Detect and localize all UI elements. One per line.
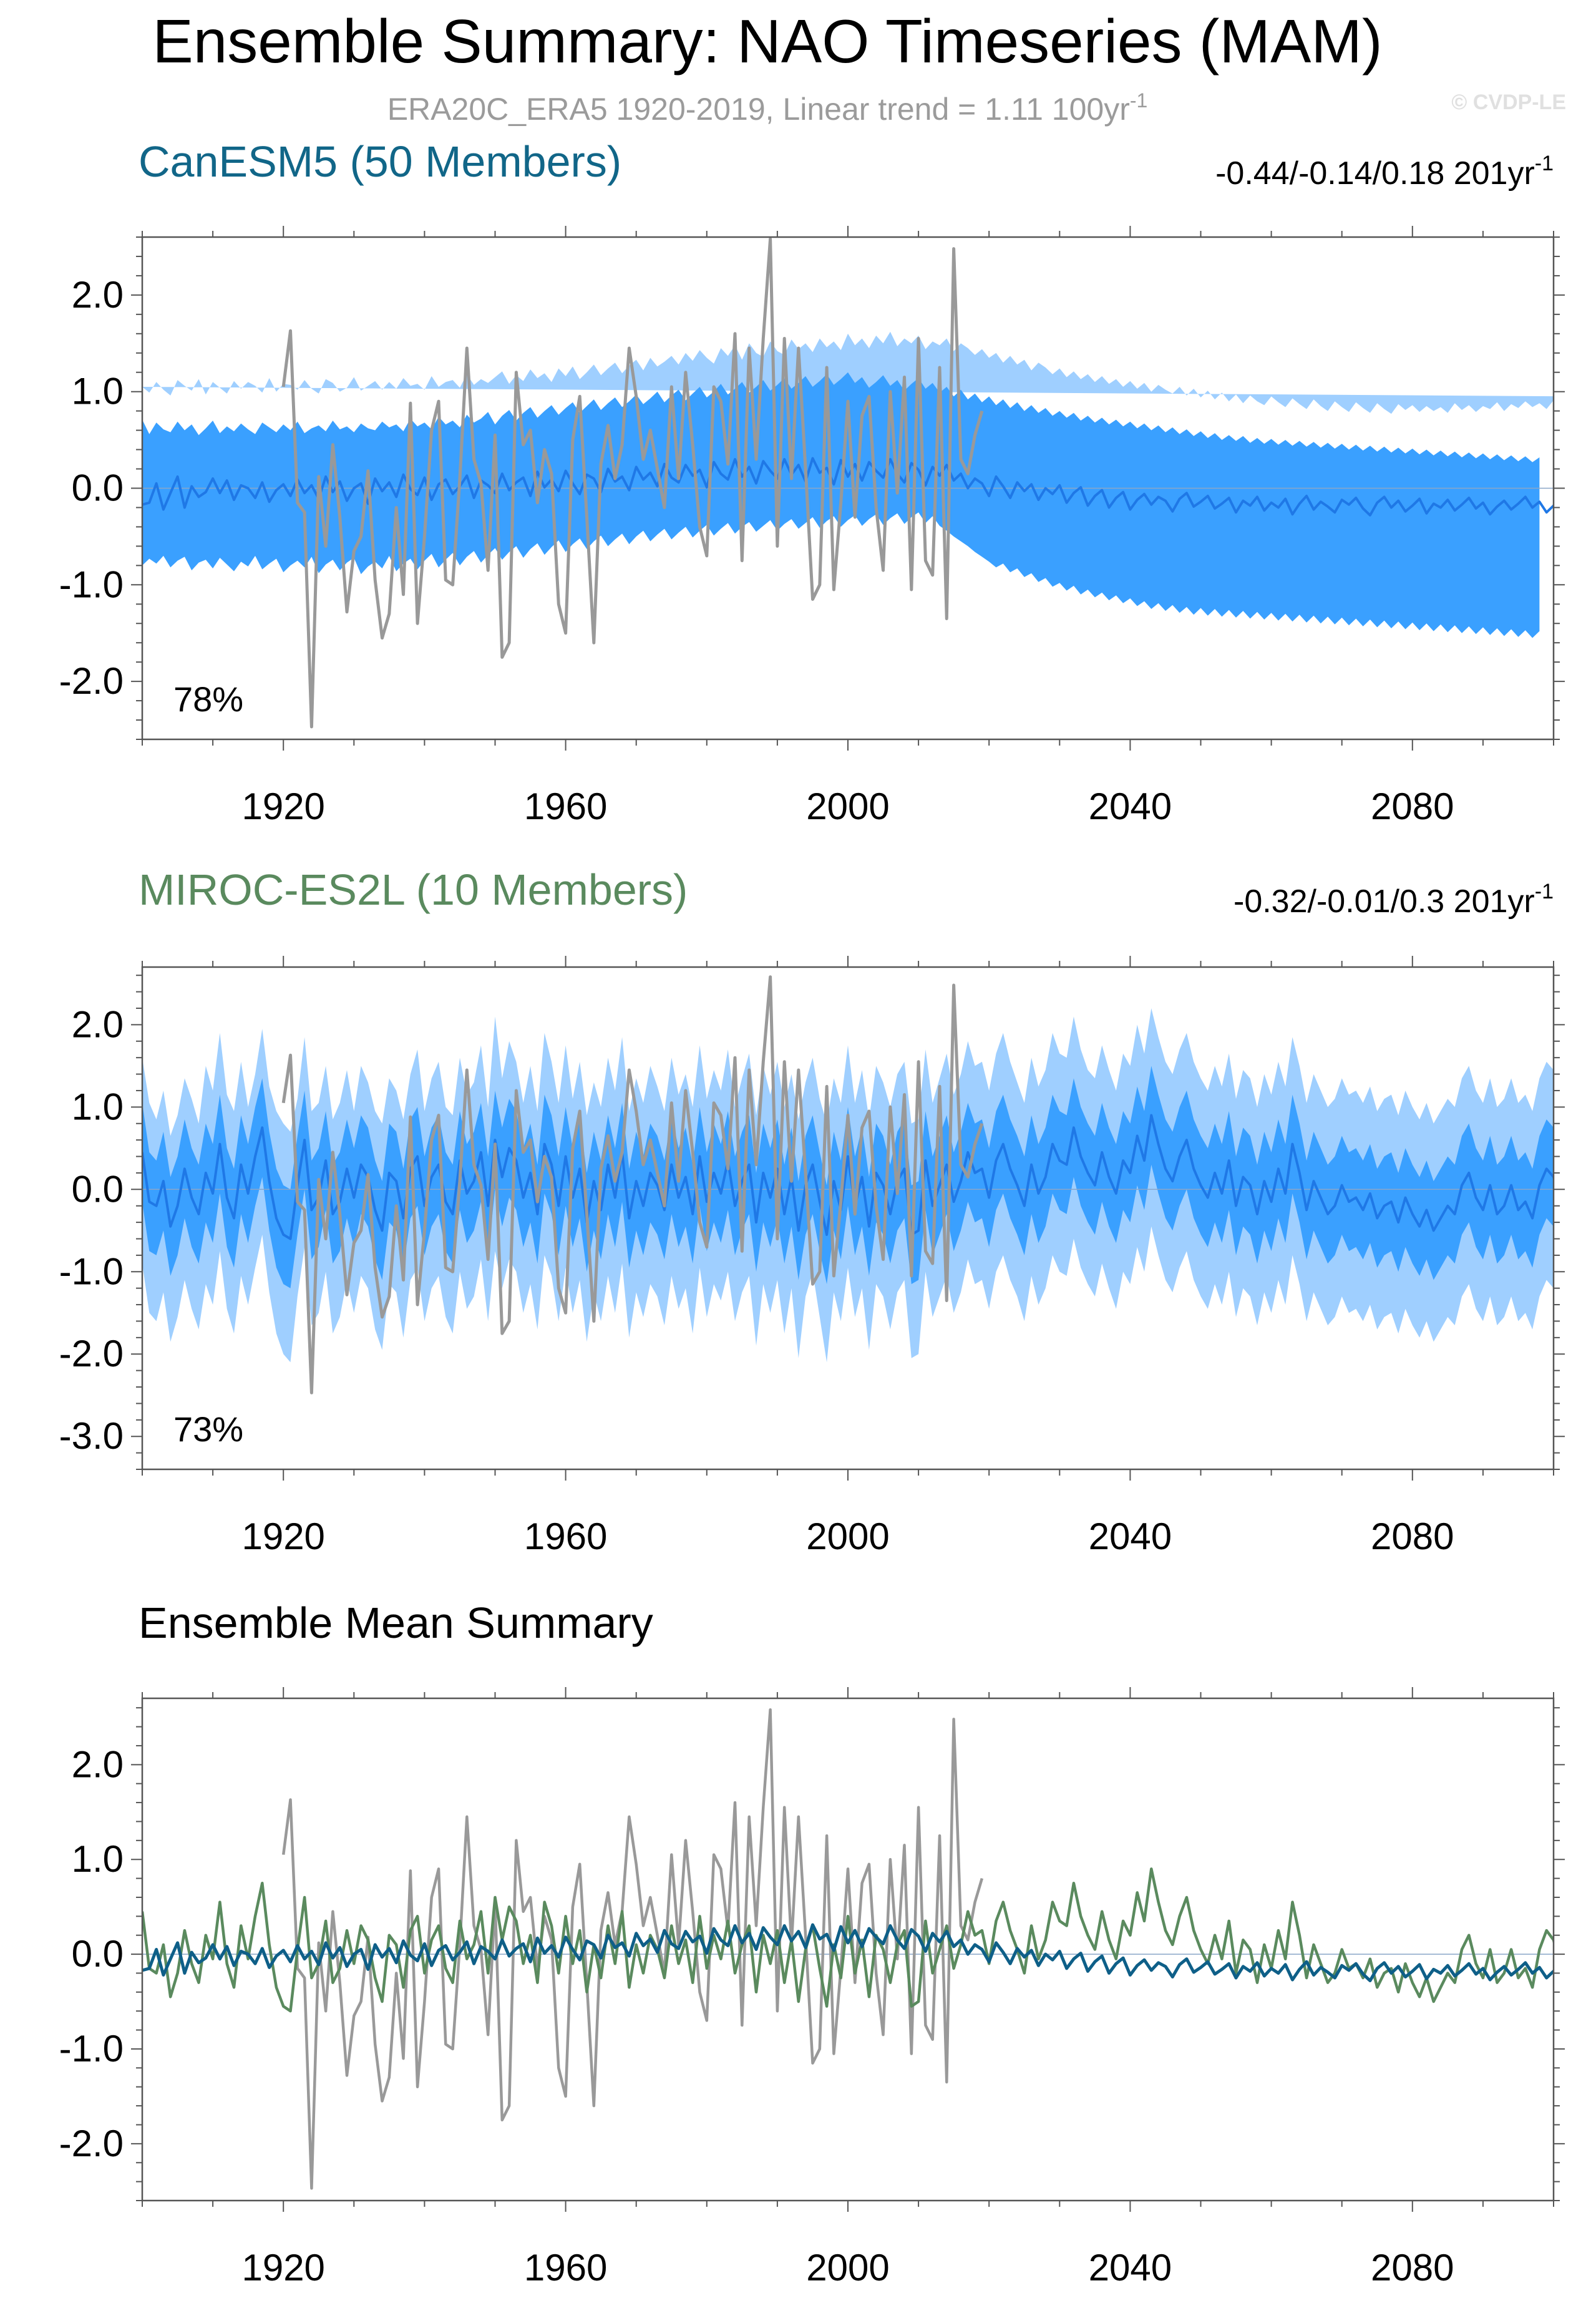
y-tick-label: 2.0 bbox=[72, 1003, 124, 1045]
miroc-mean-line bbox=[142, 1867, 1554, 2013]
x-tick-label: 2080 bbox=[1371, 2247, 1454, 2289]
y-tick-label: 0.0 bbox=[72, 1168, 124, 1210]
inner-spread-band bbox=[142, 1066, 1554, 1288]
watermark: © CVDP-LE bbox=[1451, 90, 1566, 114]
plot-area bbox=[142, 975, 1554, 1394]
panel2-trend: -0.32/-0.01/0.3 201yr-1 bbox=[1233, 880, 1554, 920]
panel-miroc-es2l: 1920 1960 2000 2040 2080 -3.0 -2.0 -1.0 0.0 1.0 2.… bbox=[59, 956, 1565, 1557]
y-tick-label: -2.0 bbox=[59, 660, 124, 702]
x-tick-label: 2000 bbox=[806, 2247, 889, 2289]
ensemble-mean-line bbox=[142, 457, 1554, 517]
x-tick-label: 1920 bbox=[241, 786, 324, 827]
y-tick-label: -2.0 bbox=[59, 1333, 124, 1375]
main-subtitle-text: ERA20C_ERA5 1920-2019, Linear trend = 1.… bbox=[387, 92, 1130, 127]
panel2-trend-text: -0.32/-0.01/0.3 201yr bbox=[1233, 883, 1535, 920]
x-tick-label: 1960 bbox=[524, 1516, 607, 1557]
panel1-trend-text: -0.44/-0.14/0.18 201yr bbox=[1215, 155, 1535, 192]
panel2-trend-sup: -1 bbox=[1535, 880, 1554, 903]
x-tick-label: 1960 bbox=[524, 786, 607, 827]
y-tick-label: -1.0 bbox=[59, 1250, 124, 1292]
percent-label: 73% bbox=[173, 1409, 243, 1449]
x-tick-label: 2000 bbox=[806, 1516, 889, 1557]
x-tick-label: 2080 bbox=[1371, 1516, 1454, 1557]
y-tick-label: 0.0 bbox=[72, 1933, 124, 1975]
observation-line bbox=[281, 237, 984, 729]
panel1-trend-sup: -1 bbox=[1535, 152, 1554, 175]
observation-line bbox=[281, 975, 984, 1394]
observation-line bbox=[281, 1708, 984, 2190]
x-tick-label: 2040 bbox=[1089, 1516, 1172, 1557]
panel1-trend: -0.44/-0.14/0.18 201yr-1 bbox=[1215, 152, 1554, 192]
y-tick-label: 2.0 bbox=[72, 1743, 124, 1785]
x-tick-label: 2040 bbox=[1089, 2247, 1172, 2289]
x-tick-label: 2000 bbox=[806, 786, 889, 827]
y-tick-label: 0.0 bbox=[72, 467, 124, 509]
x-tick-label: 2040 bbox=[1089, 786, 1172, 827]
y-tick-label: -1.0 bbox=[59, 563, 124, 605]
panel3-title: Ensemble Mean Summary bbox=[139, 1598, 653, 1647]
x-tick-label: 2080 bbox=[1371, 786, 1454, 827]
y-tick-label: -2.0 bbox=[59, 2123, 124, 2164]
y-tick-label: -1.0 bbox=[59, 2028, 124, 2070]
y-tick-label: 2.0 bbox=[72, 274, 124, 316]
main-subtitle-sup: -1 bbox=[1130, 89, 1147, 112]
panel2-title: MIROC-ES2L (10 Members) bbox=[139, 865, 688, 914]
canesm-mean-line bbox=[142, 1923, 1554, 1983]
panel-ensemble-mean: 1920 1960 2000 2040 2080 -2.0 -1.0 0.0 1.0 2.0 bbox=[59, 1687, 1565, 2289]
x-tick-label: 1960 bbox=[524, 2247, 607, 2289]
main-title: Ensemble Summary: NAO Timeseries (MAM) bbox=[152, 7, 1382, 75]
panel-canesm5: 1920 1960 2000 2040 2080 -2.0 -1.0 0.0 1.0 2.0 78% bbox=[59, 226, 1565, 827]
x-tick-label: 1920 bbox=[241, 2247, 324, 2289]
plot-area bbox=[142, 1708, 1554, 2190]
percent-label: 78% bbox=[173, 679, 243, 719]
y-tick-label: 1.0 bbox=[72, 371, 124, 412]
y-tick-label: 1.0 bbox=[72, 1086, 124, 1127]
plot-area bbox=[142, 237, 1554, 729]
y-tick-label: -3.0 bbox=[59, 1415, 124, 1457]
main-subtitle: ERA20C_ERA5 1920-2019, Linear trend = 1.… bbox=[387, 89, 1148, 127]
x-tick-label: 1920 bbox=[241, 1516, 324, 1557]
y-tick-label: 1.0 bbox=[72, 1838, 124, 1880]
ensemble-mean-line bbox=[142, 1114, 1554, 1240]
panel1-title: CanESM5 (50 Members) bbox=[139, 137, 621, 186]
